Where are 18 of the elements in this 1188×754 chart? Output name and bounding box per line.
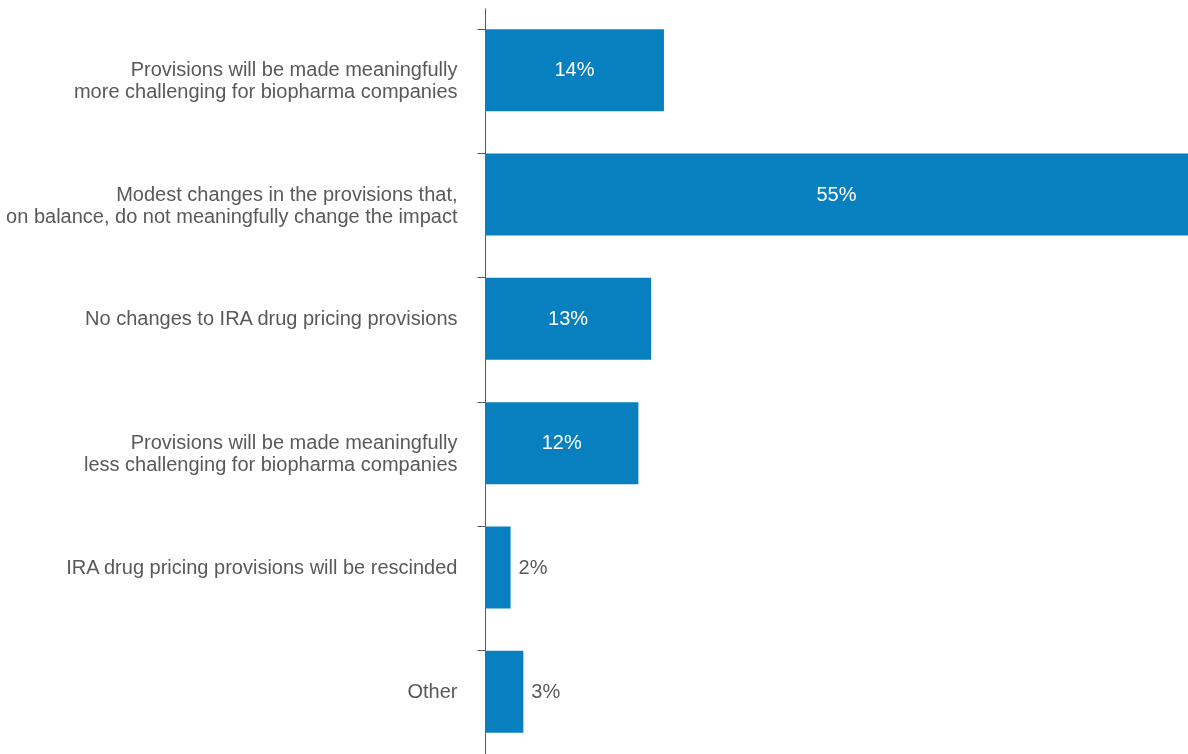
data-label: 13% <box>548 306 589 329</box>
y-tick-label: Provisions will be made meaningfully less challenging for biopharma companies <box>83 431 458 476</box>
data-label: 12% <box>541 431 582 454</box>
bar <box>485 650 524 733</box>
y-tick-label: Other <box>407 679 458 702</box>
data-label: 55% <box>816 182 857 205</box>
bar <box>485 29 664 112</box>
y-tick-label: Provisions will be made meaningfully more challenging for biopharma companies <box>73 58 458 103</box>
y-tick-label: Modest changes in the provisions that, on balance, do not meaningfully change the impact <box>6 182 458 227</box>
bar <box>485 277 652 360</box>
y-tick-label: No changes to IRA drug pricing provisions <box>85 306 458 329</box>
bar <box>485 402 639 485</box>
data-label: 14% <box>554 58 595 81</box>
data-label: 3% <box>531 679 561 702</box>
data-label: 2% <box>518 555 548 578</box>
y-tick-label: IRA drug pricing provisions will be rescinded <box>66 555 458 578</box>
bar <box>485 153 1188 236</box>
bar <box>485 526 511 609</box>
